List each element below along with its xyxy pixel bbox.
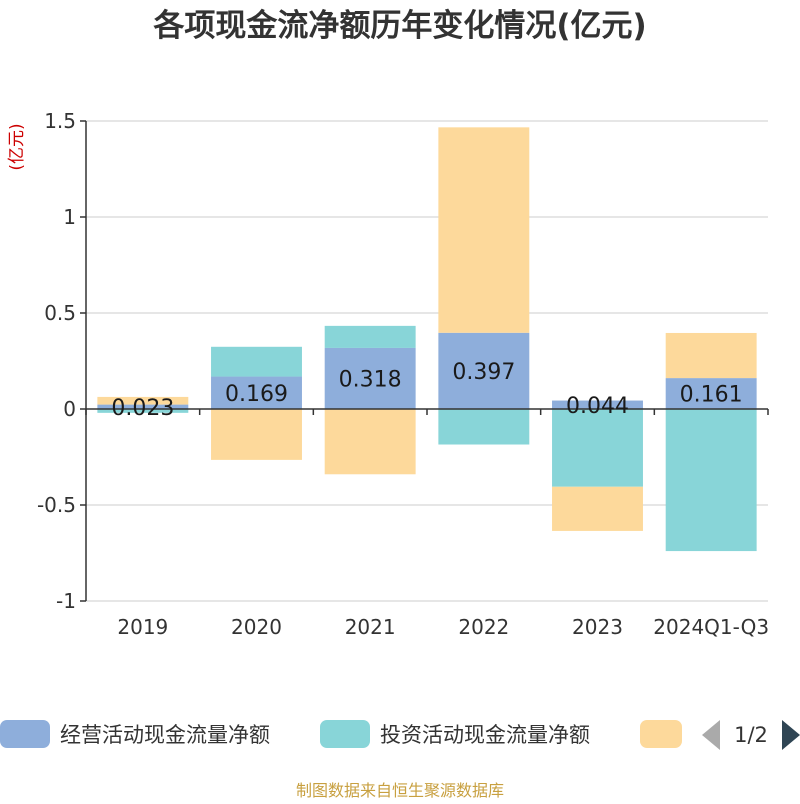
x-tick-label: 2019 [117,615,168,639]
bar-series-2-2021 [324,409,416,475]
bars [97,127,757,552]
axes: -1 -0.5 0 0.5 1 1.5 2019 2020 2021 2022 2023 2024Q1… [37,109,769,639]
bar-series-0-2022 [438,332,530,409]
legend-page-indicator: 1/2 [734,723,768,747]
bar-series-0-2024Q1-Q3 [665,378,757,409]
bar-series-1-2022 [438,409,530,445]
x-tick-label: 2022 [458,615,509,639]
data-label: 0.397 [452,360,515,385]
y-tick-label: -0.5 [37,493,76,517]
bar-series-1-2021 [324,325,416,348]
data-label: 0.023 [111,396,174,421]
bar-series-0-2021 [324,347,416,409]
bar-series-1-2023 [552,409,643,487]
bar-series-1-2020 [211,346,302,377]
bar-series-0-2023 [552,400,643,409]
data-labels: 0.023 0.169 0.318 0.397 0.044 0.161 [111,360,742,421]
bar-series-2-2020 [211,409,302,460]
legend-label[interactable]: 投资活动现金流量净额 [380,723,590,747]
legend-swatch[interactable] [640,720,682,748]
bar-series-2-2022 [438,127,530,333]
bar-series-2-2023 [552,486,643,531]
bar-series-2-2024Q1-Q3 [665,332,757,379]
legend: 经营活动现金流量净额 投资活动现金流量净额 1/2 [0,720,800,750]
bar-series-0-2019 [97,404,189,409]
legend-prev-icon[interactable] [702,720,720,750]
data-label: 0.169 [225,382,288,407]
bar-series-2-2019 [97,396,189,405]
y-tick-label: 1.5 [44,109,76,133]
bar-series-0-2020 [211,376,302,409]
x-tick-label: 2020 [231,615,282,639]
legend-swatch[interactable] [320,720,370,748]
chart-title: 各项现金流净额历年变化情况(亿元) [152,8,646,44]
x-tick-label: 2021 [345,615,396,639]
data-label: 0.318 [339,367,402,392]
data-label: 0.044 [566,394,629,419]
data-label: 0.161 [680,383,743,408]
grid [86,120,768,602]
y-tick-label: -1 [56,589,76,613]
legend-next-icon[interactable] [782,720,800,750]
legend-swatch[interactable] [0,720,50,748]
footer-source: 制图数据来自恒生聚源数据库 [296,781,504,800]
bar-series-1-2024Q1-Q3 [665,409,757,552]
y-tick-label: 0 [63,397,76,421]
y-tick-label: 0.5 [44,301,76,325]
y-tick-label: 1 [63,205,76,229]
y-axis-label: (亿元) [7,123,27,170]
x-tick-label: 2023 [572,615,623,639]
legend-label[interactable]: 经营活动现金流量净额 [60,723,270,747]
bar-series-1-2019 [97,409,189,413]
x-tick-label: 2024Q1-Q3 [653,615,769,639]
